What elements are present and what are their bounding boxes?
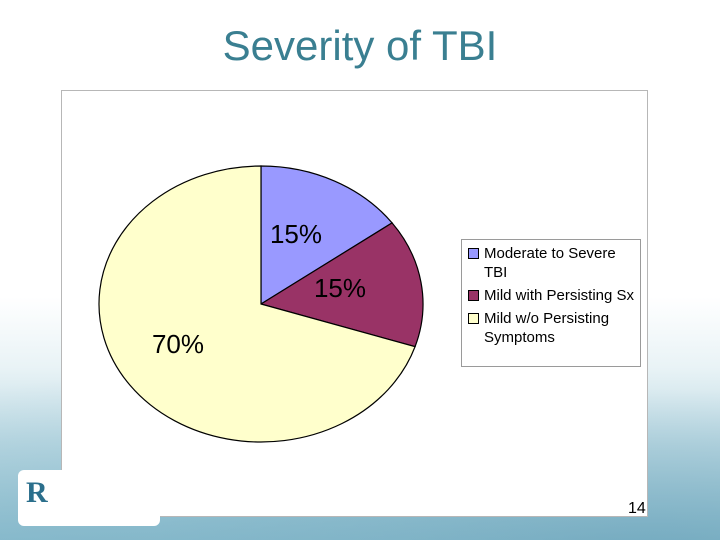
pie-slice	[259, 222, 424, 348]
chart-legend: Moderate to Severe TBI Mild with Persist…	[461, 239, 641, 367]
chart-area: 15% 15% 70% Moderate to Severe TBI Mild wi…	[61, 90, 648, 517]
legend-swatch	[468, 290, 479, 301]
pie-slice	[260, 165, 393, 306]
legend-item: Mild w/o Persisting Symptoms	[468, 309, 636, 347]
legend-swatch	[468, 313, 479, 324]
slide-title: Severity of TBI	[222, 22, 498, 69]
pie-slice	[98, 165, 416, 443]
legend-label: Mild with Persisting Sx	[484, 287, 635, 304]
pie-data-label: 15%	[314, 273, 366, 303]
logo-mark: R	[26, 476, 48, 509]
pie-chart: 15% 15% 70%	[98, 165, 424, 443]
pie-data-label: 15%	[270, 219, 322, 249]
page-number: 14	[628, 500, 646, 517]
legend-item: Moderate to Severe TBI	[468, 244, 636, 282]
legend-item: Mild with Persisting Sx	[468, 286, 636, 305]
organization-logo-icon: R	[18, 470, 160, 526]
legend-label: Mild w/o Persisting Symptoms	[484, 310, 610, 346]
pie-data-label: 70%	[152, 329, 204, 359]
legend-swatch	[468, 248, 479, 259]
legend-label: Moderate to Severe TBI	[484, 245, 616, 281]
